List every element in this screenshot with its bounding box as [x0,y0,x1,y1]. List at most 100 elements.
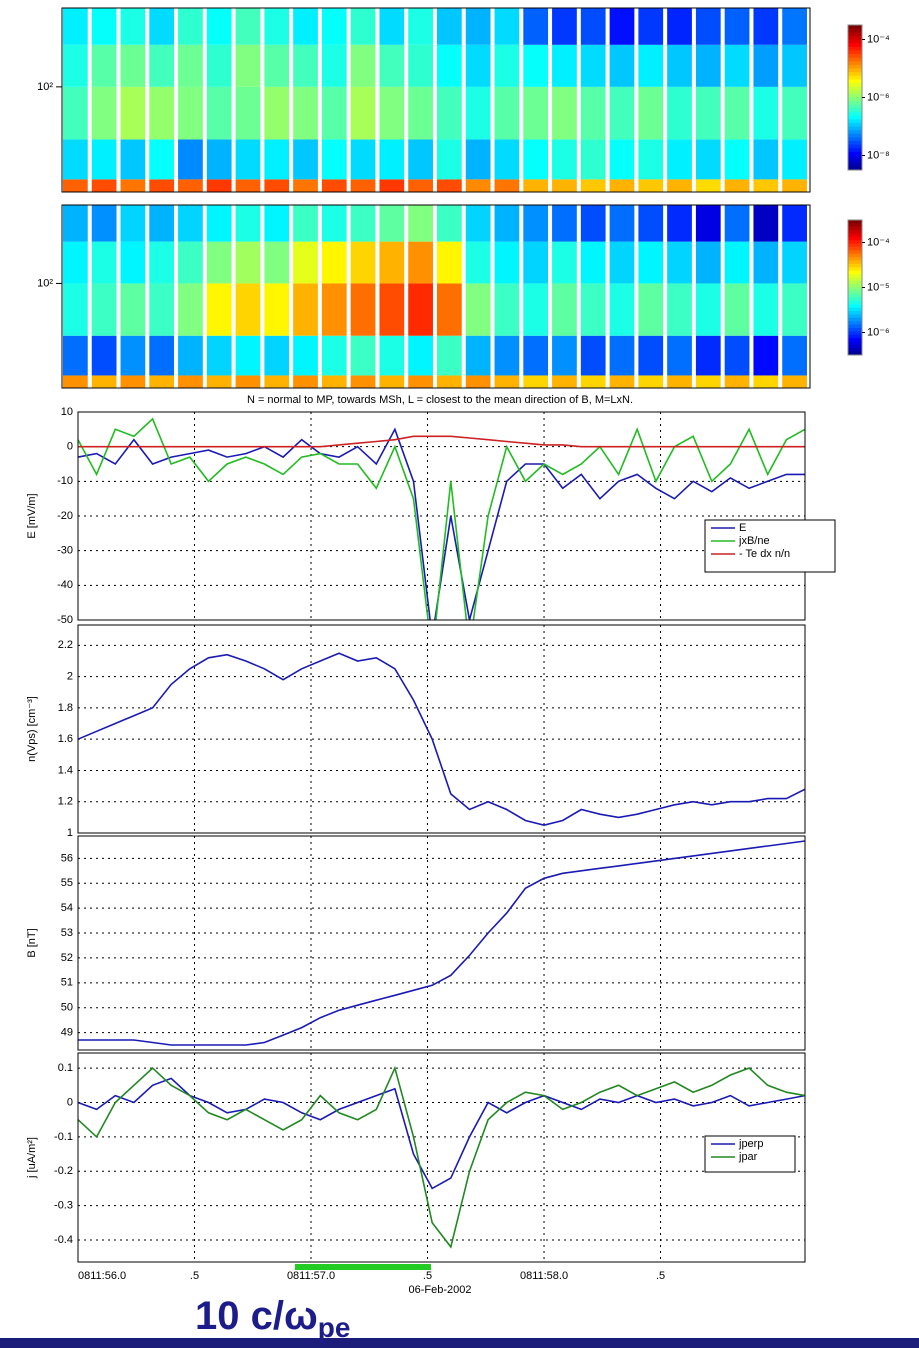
heat-cell [753,179,779,192]
heat-cell [552,179,577,192]
x-tick-label: .5 [656,1270,665,1282]
y-tick-label: -50 [57,614,73,626]
heat-cell [264,44,290,87]
colorbar-step [848,338,862,342]
series-line [78,427,805,620]
heat-cell [695,283,721,336]
heat-cell [350,335,376,376]
heat-cell [437,86,462,140]
colorbar-step [848,108,862,113]
heat-cell [264,139,290,180]
heat-cell [120,335,146,376]
colorbar-step [848,334,862,339]
heat-cell [437,205,462,242]
colorbar-step [848,287,862,292]
x-tick-label: 0811:56.0 [78,1270,126,1282]
heat-cell [91,205,117,242]
colorbar-tick-label: 10⁻⁴ [867,236,890,248]
colorbar-step [848,284,862,288]
heat-cell [465,375,491,388]
heat-cell [753,8,779,45]
y-tick-label: -30 [57,545,73,557]
colorbar-step [848,162,862,167]
heat-cell [753,139,779,180]
colorbar-step [848,344,862,349]
heat-cell [437,179,462,192]
colorbar-step [848,137,862,142]
heat-cell [609,283,635,336]
colorbar-step [848,122,862,127]
heat-cell [724,8,750,45]
colorbar-step [848,72,862,77]
heat-cell [552,375,577,388]
annotation-sub: pe [318,1312,351,1343]
heat-cell [63,205,88,242]
heat-cell [408,241,433,284]
legend-label: - Te dx n/n [739,548,790,560]
heat-cell [379,8,405,45]
heat-cell [350,283,376,336]
y-tick-label: -20 [57,510,73,522]
colorbar-tick-label: 10⁻⁴ [867,33,890,45]
colorbar-step [848,43,862,48]
legend-box [704,1135,796,1173]
colorbar-step [848,351,862,356]
heat-cell [63,8,88,45]
heat-cell [379,375,405,388]
heat-cell [667,335,692,376]
heat-cell [206,335,232,376]
heat-cell [494,44,520,87]
colorbar-step [848,57,862,62]
heat-cell [120,375,146,388]
colorbar-step [848,144,862,149]
heat-cell [695,179,721,192]
heat-cell [494,86,520,140]
colorbar-step [848,301,862,305]
series-line [78,652,805,827]
y-tick-label: 1.2 [58,796,73,808]
colorbar-tick-label: 10⁻⁸ [867,149,890,161]
heat-cell [667,139,692,180]
colorbar-step [848,93,862,98]
colorbar-step [848,321,862,326]
heat-cell [465,241,491,284]
colorbar-step [848,257,862,261]
heat-cell [264,335,290,376]
heat-cell [120,179,146,192]
heat-cell [178,283,203,336]
y-tick-label: 0.1 [58,1062,73,1074]
colorbar-step [848,314,862,319]
heat-cell [667,44,692,87]
panel-title: N = normal to MP, towards MSh, L = close… [247,394,633,406]
heat-cell [609,241,635,284]
heat-cell [523,139,549,180]
heat-cell [437,241,462,284]
heat-cell [609,375,635,388]
heat-cell [149,375,175,388]
heat-cell [667,86,692,140]
heat-cell [63,375,88,388]
heat-cell [580,241,606,284]
colorbar-step [848,348,862,353]
heat-cell [494,139,520,180]
colorbar-step [848,133,862,138]
heat-cell [293,44,318,87]
heat-cell [552,283,577,336]
heat-cell [523,205,549,242]
heat-cell [120,241,146,284]
heat-cell [465,8,491,45]
heat-cell [782,205,807,242]
y-tick-label: 10² [37,81,53,93]
heat-cell [149,44,175,87]
heat-cell [206,375,232,388]
heat-cell [782,8,807,45]
heat-cell [667,375,692,388]
heat-cell [609,205,635,242]
heat-cell [753,205,779,242]
colorbar-step [848,50,862,55]
colorbar-step [848,86,862,91]
colorbar-step [848,97,862,102]
heat-cell [552,139,577,180]
heat-cell [609,139,635,180]
